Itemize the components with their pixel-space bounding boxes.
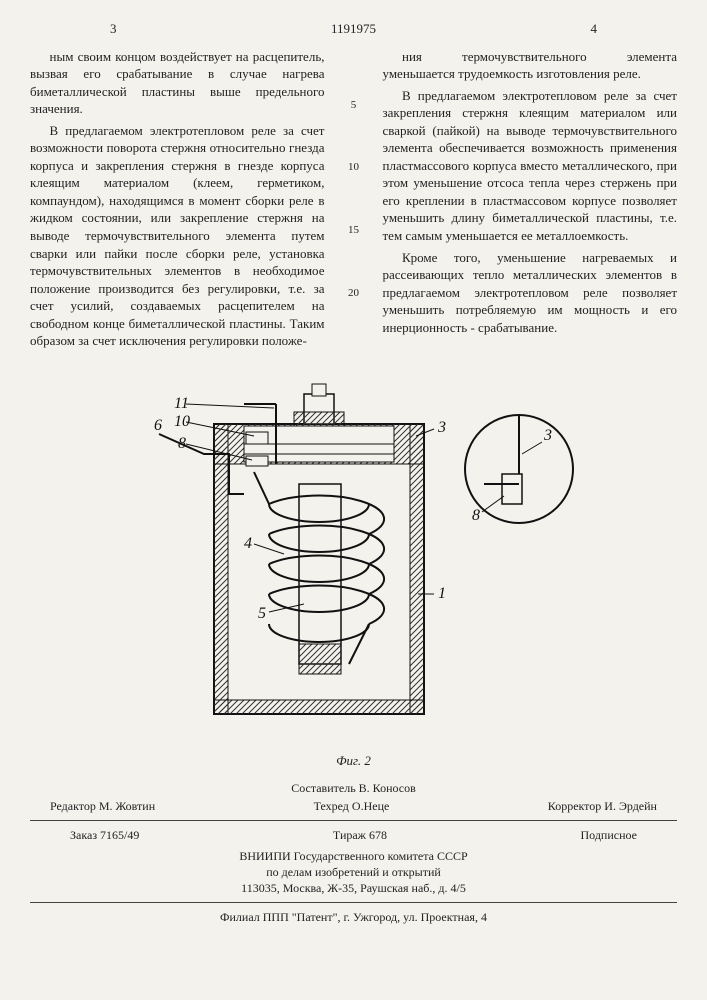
- divider: [30, 902, 677, 903]
- line-num: 20: [345, 286, 363, 301]
- divider: [30, 820, 677, 821]
- imprint-line: 113035, Москва, Ж-35, Раушская наб., д. …: [30, 880, 677, 896]
- page-number-left: 3: [110, 20, 117, 38]
- svg-text:11: 11: [174, 395, 189, 412]
- figure-main-svg: 11 10 8 6 4 5 3 1 3 8: [134, 364, 574, 744]
- page-header: 3 1191975 4: [30, 20, 677, 38]
- svg-text:4: 4: [244, 535, 252, 552]
- subscription-label: Подписное: [581, 827, 638, 843]
- techred-credit: Техред О.Неце: [314, 798, 390, 814]
- page-number-right: 4: [591, 20, 598, 38]
- figure-caption: Фиг. 2: [30, 752, 677, 770]
- corrector-credit: Корректор И. Эрдейн: [548, 798, 657, 814]
- line-num: 5: [345, 98, 363, 113]
- left-column: ным своим концом воздействует на расцепи…: [30, 48, 325, 354]
- left-para-2: В предлагаемом электротепловом реле за с…: [30, 122, 325, 350]
- print-run: Тираж 678: [333, 827, 387, 843]
- editor-credit: Редактор М. Жовтин: [50, 798, 155, 814]
- right-column: ния термочувствительного элемента уменьш…: [383, 48, 678, 354]
- right-para-3: Кроме того, уменьшение нагреваемых и рас…: [383, 249, 678, 337]
- compiler-credit: Составитель В. Коносов: [30, 780, 677, 796]
- figure-block: 11 10 8 6 4 5 3 1 3 8 Фиг. 2: [30, 364, 677, 770]
- svg-text:3: 3: [437, 419, 446, 436]
- svg-text:8: 8: [178, 435, 186, 452]
- imprint-block: ВНИИПИ Государственного комитета СССР по…: [30, 848, 677, 897]
- branch-line: Филиал ППП "Патент", г. Ужгород, ул. Про…: [30, 909, 677, 925]
- svg-text:3: 3: [543, 427, 552, 444]
- credits-block: Составитель В. Коносов Редактор М. Жовти…: [30, 780, 677, 814]
- document-number: 1191975: [331, 21, 376, 36]
- order-row: Заказ 7165/49 Тираж 678 Подписное: [30, 827, 677, 843]
- svg-text:6: 6: [154, 417, 162, 434]
- right-para-1: ния термочувствительного элемента уменьш…: [383, 48, 678, 83]
- svg-text:8: 8: [472, 507, 480, 524]
- svg-text:1: 1: [438, 585, 446, 602]
- left-para-1: ным своим концом воздействует на расцепи…: [30, 48, 325, 118]
- svg-text:5: 5: [258, 605, 266, 622]
- line-num: 10: [345, 160, 363, 175]
- imprint-line: по делам изобретений и открытий: [30, 864, 677, 880]
- text-columns: ным своим концом воздействует на расцепи…: [30, 48, 677, 354]
- right-para-2: В предлагаемом электротепловом реле за с…: [383, 87, 678, 245]
- line-num: 15: [345, 223, 363, 238]
- order-number: Заказ 7165/49: [70, 827, 139, 843]
- svg-text:10: 10: [174, 413, 190, 430]
- line-number-gutter: 5 10 15 20: [345, 48, 363, 354]
- imprint-line: ВНИИПИ Государственного комитета СССР: [30, 848, 677, 864]
